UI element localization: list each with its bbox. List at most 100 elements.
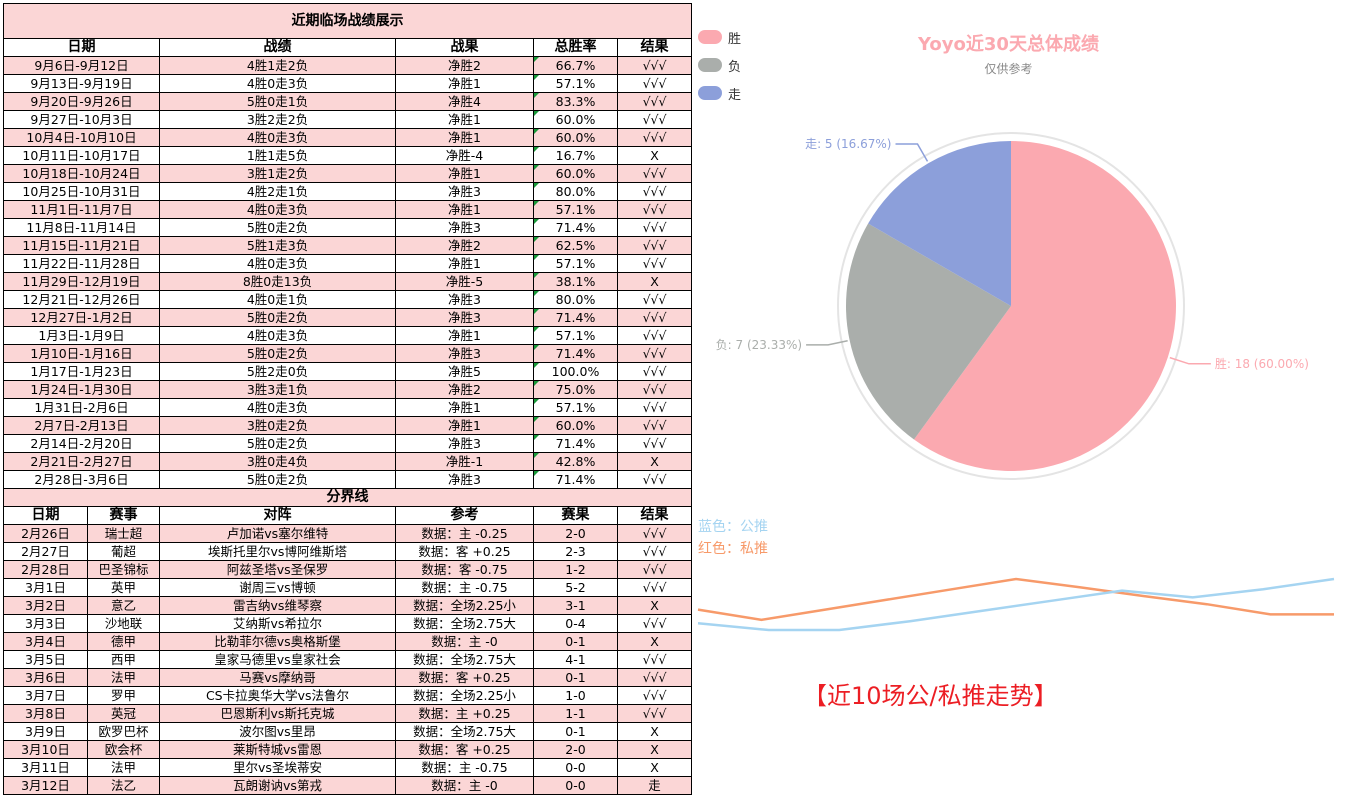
- record-net: 净胜1: [395, 254, 534, 273]
- record-tally: 4胜0走1负: [159, 290, 396, 309]
- record-result: √√√: [616, 218, 693, 237]
- pie-slice-2[interactable]: [868, 141, 1011, 306]
- record-rate: 100.0%: [533, 362, 618, 381]
- record-net: 净胜1: [395, 128, 534, 147]
- match-score: 0-1: [533, 722, 618, 741]
- record-rate: 80.0%: [533, 182, 618, 201]
- match-score: 0-1: [533, 668, 618, 687]
- match-row: 3月12日 法乙 瓦朗谢讷vs第戎 数据：主 -0 0-0 走: [3, 776, 693, 795]
- pie-slice-0[interactable]: [914, 141, 1176, 471]
- match-reference: 数据：客 +0.25: [395, 542, 534, 561]
- record-date: 10月25日-10月31日: [3, 182, 160, 201]
- record-result: √√√: [616, 290, 693, 309]
- record-date: 11月15日-11月21日: [3, 236, 160, 255]
- match-reference: 数据：全场2.75大: [395, 614, 534, 633]
- record-row: 9月27日-10月3日 3胜2走2负 净胜1 60.0% √√√: [3, 110, 693, 129]
- match-result: √√√: [616, 704, 693, 723]
- record-result: √√√: [616, 398, 693, 417]
- record-rate: 62.5%: [533, 236, 618, 255]
- record-date: 12月27日-1月2日: [3, 308, 160, 327]
- record-date: 12月21日-12月26日: [3, 290, 160, 309]
- record-rate: 66.7%: [533, 56, 618, 75]
- header-record: 战绩: [159, 38, 396, 57]
- match-date: 3月3日: [3, 614, 88, 633]
- record-rate: 60.0%: [533, 164, 618, 183]
- match-teams: 卢加诺vs塞尔维特: [159, 524, 396, 543]
- match-reference: 数据：客 +0.25: [395, 668, 534, 687]
- pie-outer-ring: [837, 132, 1185, 480]
- match-result: √√√: [616, 524, 693, 543]
- record-rate: 57.1%: [533, 398, 618, 417]
- match-teams: 比勒菲尔德vs奥格斯堡: [159, 632, 396, 651]
- legend-label: 走: [728, 87, 742, 103]
- header-result: 结果: [616, 38, 693, 57]
- match-row: 3月10日 欧会杯 莱斯特城vs雷恩 数据：客 +0.25 2-0 X: [3, 740, 693, 759]
- record-header-row: 日期 战绩 战果 总胜率 结果: [3, 38, 693, 57]
- divider-row: 分界线: [2, 488, 693, 507]
- record-net: 净胜4: [395, 92, 534, 111]
- match-reference: 数据：主 -0: [395, 776, 534, 795]
- match-teams: 埃斯托里尔vs博阿维斯塔: [159, 542, 396, 561]
- match-score: 5-2: [533, 578, 618, 597]
- record-rate: 71.4%: [533, 434, 618, 453]
- record-tally: 3胜0走2负: [159, 416, 396, 435]
- pie-slice-1[interactable]: [846, 223, 1011, 440]
- legend-item-2[interactable]: 走: [698, 84, 742, 103]
- record-net: 净胜1: [395, 74, 534, 93]
- record-row: 12月27日-1月2日 5胜0走2负 净胜3 71.4% √√√: [3, 308, 693, 327]
- record-result: √√√: [616, 434, 693, 453]
- pie-leader-2: [895, 143, 929, 162]
- record-row: 2月14日-2月20日 5胜0走2负 净胜3 71.4% √√√: [3, 434, 693, 453]
- match-header-score: 赛果: [533, 506, 618, 525]
- record-date: 11月1日-11月7日: [3, 200, 160, 219]
- record-result: √√√: [616, 362, 693, 381]
- record-row: 9月20日-9月26日 5胜0走1负 净胜4 83.3% √√√: [3, 92, 693, 111]
- match-date: 3月2日: [3, 596, 88, 615]
- match-score: 0-0: [533, 776, 618, 795]
- match-result: X: [616, 722, 693, 741]
- note-private: 红色：私推: [698, 541, 768, 557]
- record-row: 11月29日-12月19日 8胜0走13负 净胜-5 38.1% X: [3, 272, 693, 291]
- match-header-ref: 参考: [395, 506, 534, 525]
- record-date: 11月8日-11月14日: [3, 218, 160, 237]
- record-result: √√√: [616, 182, 693, 201]
- match-score: 2-3: [533, 542, 618, 561]
- record-tally: 3胜1走2负: [159, 164, 396, 183]
- match-score: 1-0: [533, 686, 618, 705]
- match-teams: CS卡拉奥华大学vs法鲁尔: [159, 686, 396, 705]
- charts-panel: 胜: 18 (60.00%) 负: 7 (23.33%) 走: 5 (16.67%)…: [696, 0, 1351, 770]
- match-league: 德甲: [87, 632, 160, 651]
- record-row: 2月7日-2月13日 3胜0走2负 净胜1 60.0% √√√: [3, 416, 693, 435]
- match-reference: 数据：全场2.75大: [395, 650, 534, 669]
- record-date: 9月13日-9月19日: [3, 74, 160, 93]
- match-teams: 谢周三vs博顿: [159, 578, 396, 597]
- legend-item-0[interactable]: 胜: [698, 28, 741, 47]
- record-tally: 1胜1走5负: [159, 146, 396, 165]
- match-reference: 数据：客 +0.25: [395, 740, 534, 759]
- match-header-league: 赛事: [87, 506, 160, 525]
- record-rate: 71.4%: [533, 308, 618, 327]
- match-date: 3月12日: [3, 776, 88, 795]
- match-reference: 数据：全场2.25小: [395, 596, 534, 615]
- record-result: √√√: [616, 470, 693, 489]
- record-rate: 57.1%: [533, 326, 618, 345]
- record-rate: 57.1%: [533, 200, 618, 219]
- record-result: √√√: [616, 164, 693, 183]
- match-league: 瑞士超: [87, 524, 160, 543]
- record-net: 净胜-5: [395, 272, 534, 291]
- match-reference: 数据：全场2.25小: [395, 686, 534, 705]
- record-tally: 4胜0走3负: [159, 398, 396, 417]
- legend-swatch: [698, 58, 722, 72]
- record-tally: 4胜2走1负: [159, 182, 396, 201]
- match-date: 2月28日: [3, 560, 88, 579]
- match-date: 2月27日: [3, 542, 88, 561]
- match-result: √√√: [616, 578, 693, 597]
- pie-chart-title: Yoyo近30天总体成绩: [918, 34, 1099, 55]
- match-league: 欧罗巴杯: [87, 722, 160, 741]
- match-result: √√√: [616, 686, 693, 705]
- record-result: √√√: [616, 380, 693, 399]
- match-header-result: 结果: [616, 506, 693, 525]
- record-row: 9月13日-9月19日 4胜0走3负 净胜1 57.1% √√√: [3, 74, 693, 93]
- header-net: 战果: [395, 38, 534, 57]
- legend-item-1[interactable]: 负: [698, 56, 741, 75]
